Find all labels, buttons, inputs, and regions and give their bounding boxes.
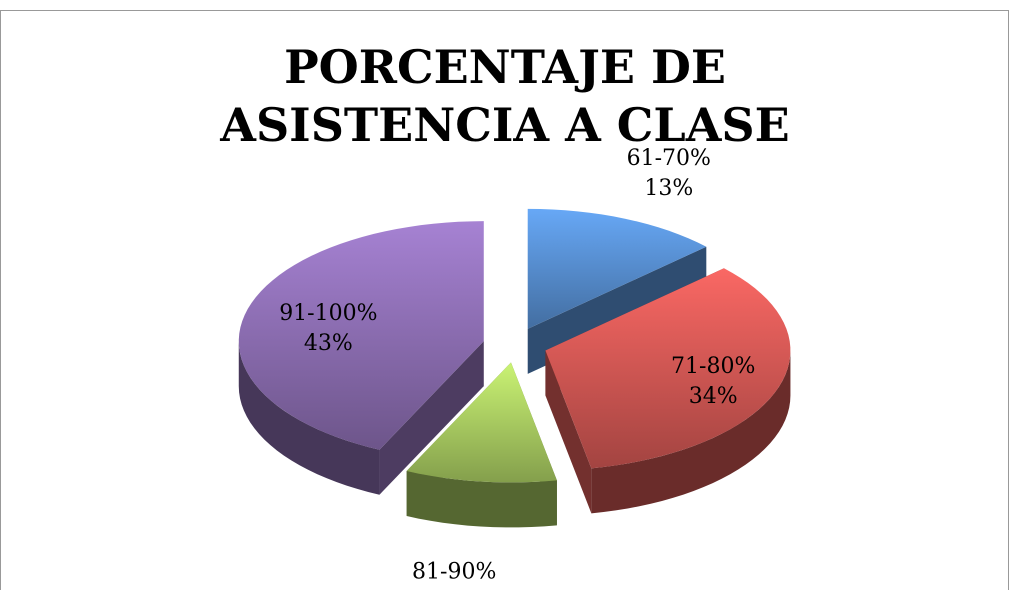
slice [406,362,557,483]
data-label-value: 13% [644,176,693,201]
chart-title: PORCENTAJE DE ASISTENCIA A CLASE [220,40,790,152]
slice [545,268,791,469]
slice-rim [238,341,380,495]
slice-side [545,350,592,514]
slice-side [379,341,484,495]
data-label-category: 61-70% [627,146,711,171]
data-label-category: 71-80% [671,354,755,379]
data-label-value: 43% [304,331,353,356]
data-label-value: 34% [689,384,738,409]
slice-rim [406,471,557,528]
slice [238,221,484,450]
slice [527,208,707,329]
data-label-category: 81-90% [412,560,496,585]
slice-rim [591,350,791,514]
data-label-category: 91-100% [279,301,377,326]
